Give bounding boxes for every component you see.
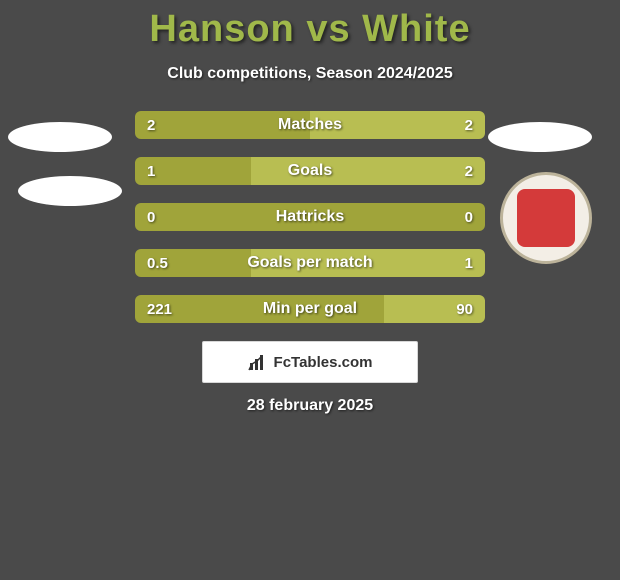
bar-chart-icon	[248, 352, 268, 372]
decor-ellipse	[8, 122, 112, 152]
stat-row: 0.51Goals per match	[135, 249, 485, 277]
stat-label: Min per goal	[135, 295, 485, 323]
decor-ellipse	[488, 122, 592, 152]
decor-ellipse	[18, 176, 122, 206]
stat-label: Hattricks	[135, 203, 485, 231]
club-badge-inner	[517, 189, 575, 247]
stats-list: 22Matches 12Goals 00Hattricks 0.51Goals per…	[135, 111, 485, 323]
brand-text: FcTables.com	[274, 354, 373, 371]
brand-badge[interactable]: FcTables.com	[202, 341, 418, 383]
stat-label: Goals	[135, 157, 485, 185]
page-subtitle: Club competitions, Season 2024/2025	[0, 65, 620, 83]
stat-row: 00Hattricks	[135, 203, 485, 231]
stat-row: 22Matches	[135, 111, 485, 139]
club-badge-icon	[500, 172, 592, 264]
stat-row: 22190Min per goal	[135, 295, 485, 323]
page-date: 28 february 2025	[0, 397, 620, 415]
stat-label: Goals per match	[135, 249, 485, 277]
page-title: Hanson vs White	[0, 0, 620, 51]
stat-row: 12Goals	[135, 157, 485, 185]
stat-label: Matches	[135, 111, 485, 139]
